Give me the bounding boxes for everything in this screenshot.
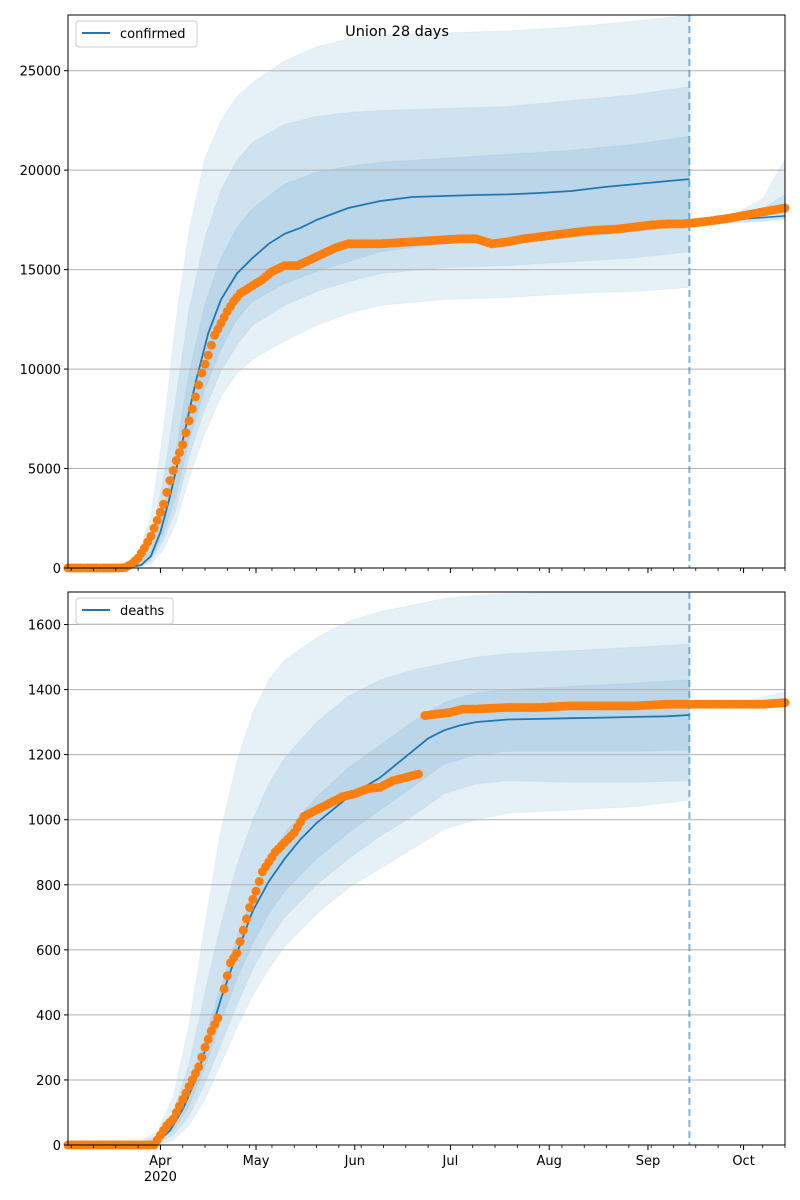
y-tick-label: 400 [36, 1009, 61, 1024]
observed-point [165, 476, 175, 485]
observed-point [197, 1052, 207, 1062]
observed-point [149, 523, 159, 533]
observed-point [222, 971, 232, 981]
legend-label-deaths: deaths [120, 604, 165, 619]
y-tick-label: 200 [36, 1074, 61, 1089]
observed-point [206, 340, 216, 350]
x-tick-label: Jun [344, 1154, 365, 1169]
observed-point [200, 1042, 210, 1052]
observed-point [235, 937, 245, 947]
y-tick-label: 10000 [20, 363, 61, 378]
observed-point [238, 925, 248, 935]
y-tick-label: 20000 [20, 164, 61, 179]
observed-point [251, 886, 261, 896]
observed-point [187, 404, 197, 414]
y-tick-label: 1000 [28, 814, 61, 829]
observed-point [175, 448, 184, 458]
observed-point [200, 359, 210, 369]
axes-frame [67, 591, 786, 1146]
y-tick-label: 0 [53, 562, 61, 577]
deaths-gridlines [68, 624, 785, 1081]
observed-point [254, 877, 264, 886]
x-tick-label: May [243, 1154, 270, 1169]
x-tick-label: Sep [636, 1154, 661, 1169]
observed-point [184, 416, 194, 426]
observed-point [155, 507, 165, 517]
axes-frame [67, 14, 786, 569]
median-line [68, 178, 690, 569]
x-tick-label: 2020 [144, 1170, 177, 1185]
observed-point [203, 1034, 213, 1044]
observed-point [178, 440, 188, 450]
confirmed-gridlines [68, 70, 785, 470]
observed-point [245, 903, 255, 912]
confirmed-bands [68, 14, 785, 569]
observed-point [191, 392, 200, 402]
x-tick-label: Oct [732, 1154, 754, 1169]
observed-point [159, 499, 169, 509]
y-tick-label: 1200 [28, 749, 61, 764]
legend-box [75, 597, 174, 625]
y-tick-label: 15000 [20, 264, 61, 279]
observed-point [197, 368, 207, 378]
observed-point [194, 380, 204, 390]
y-tick-label: 800 [36, 879, 61, 894]
confirmed-axes: 0 5000 10000 15000 20000 25000 [20, 14, 786, 577]
legend-label-confirmed: confirmed [120, 27, 186, 42]
observed-point [171, 456, 181, 466]
observed-point [146, 531, 156, 541]
observed-point [181, 428, 191, 438]
observed-point [414, 769, 423, 779]
x-tick-label: Apr [149, 1154, 172, 1169]
observed-point [232, 948, 242, 958]
deaths-bands [67, 591, 785, 1146]
observed-point [242, 914, 251, 924]
deaths-legend: deaths [75, 597, 174, 625]
observed-point [219, 984, 229, 994]
observed-point [152, 515, 162, 525]
y-tick-label: 25000 [20, 65, 61, 80]
x-tick-label: Jul [442, 1154, 459, 1169]
observed-point [162, 487, 172, 497]
band-inner-interval [67, 679, 690, 1144]
y-tick-label: 1600 [28, 619, 61, 634]
y-tick-label: 1400 [28, 684, 61, 699]
observed-point [248, 894, 258, 904]
y-tick-label: 0 [53, 1139, 61, 1154]
observed-point [213, 1013, 223, 1023]
chart-title: Union 28 days [345, 24, 449, 40]
confirmed-legend: confirmed [75, 20, 198, 48]
observed-point [203, 350, 213, 360]
deaths-observed-points [63, 698, 790, 1150]
y-tick-label: 5000 [28, 463, 61, 478]
band-outer-interval [67, 591, 690, 1146]
legend-box [75, 20, 198, 48]
x-tick-label: Aug [536, 1154, 561, 1169]
observed-point [168, 466, 178, 475]
observed-point [194, 1062, 204, 1072]
y-tick-label: 600 [36, 944, 61, 959]
confirmed-observed-points [63, 203, 790, 573]
